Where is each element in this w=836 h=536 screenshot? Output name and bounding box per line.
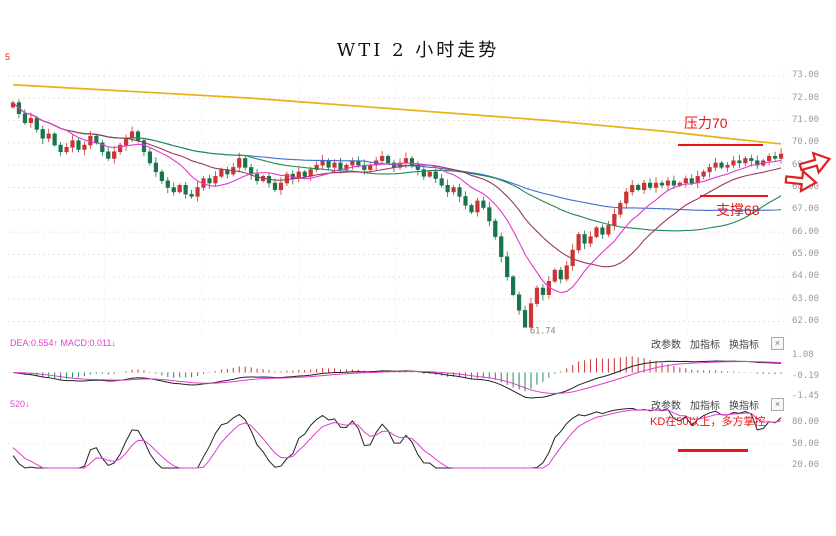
axis-label: 50.00 [792,438,820,449]
axis-label: 1.08 [792,350,814,360]
axis-label: 72.00 [792,92,820,103]
axis-label: 62.00 [792,315,820,326]
macd-add-indicator-button[interactable]: 加指标 [690,340,720,351]
macd-change-params-button[interactable]: 改参数 [651,340,681,351]
main-price-chart[interactable]: 61.74 [8,68,788,336]
axis-label: -1.45 [792,390,820,401]
macd-indicator-label: DEA:0.554↑ MACD:0.011↓ [10,338,116,348]
macd-close-button[interactable]: × [771,337,784,350]
kd-close-button[interactable]: × [771,398,784,411]
macd-switch-indicator-button[interactable]: 换指标 [729,340,759,351]
axis-label: 63.00 [792,293,820,304]
kd-change-params-button[interactable]: 改参数 [651,401,681,412]
axis-label: 65.00 [792,248,820,259]
axis-label: -0.19 [792,370,820,381]
resistance-line [678,144,763,146]
kd-indicator-label: 520↓ [10,399,30,409]
svg-text:61.74: 61.74 [530,326,556,336]
corner-label: 5 [5,52,11,62]
support-line [700,195,768,197]
breakout-arrow-icon [784,151,832,194]
axis-label: 80.00 [792,417,820,427]
kd-add-indicator-button[interactable]: 加指标 [690,401,720,412]
kd-note-underline [678,449,748,452]
axis-label: 70.00 [792,137,820,148]
axis-label: 67.00 [792,204,820,215]
axis-label: 71.00 [792,114,820,125]
axis-label: 73.00 [792,70,820,81]
axis-label: 66.00 [792,226,820,237]
resistance-annotation: 压力70 [684,115,728,131]
support-annotation: 支撑68 [716,202,760,218]
macd-panel-controls: 改参数 加指标 换指标 × [651,336,784,351]
macd-panel-chart[interactable] [8,345,788,403]
kd-panel-chart[interactable] [8,404,788,470]
kd-panel-controls: 改参数 加指标 换指标 × [651,397,784,412]
axis-label: 20.00 [792,460,820,471]
page-title: WTI 2 小时走势 [336,40,500,61]
kd-note-annotation: KD在50以上，多方掌控 [650,416,766,428]
axis-label: 64.00 [792,271,820,282]
kd-switch-indicator-button[interactable]: 换指标 [729,401,759,412]
